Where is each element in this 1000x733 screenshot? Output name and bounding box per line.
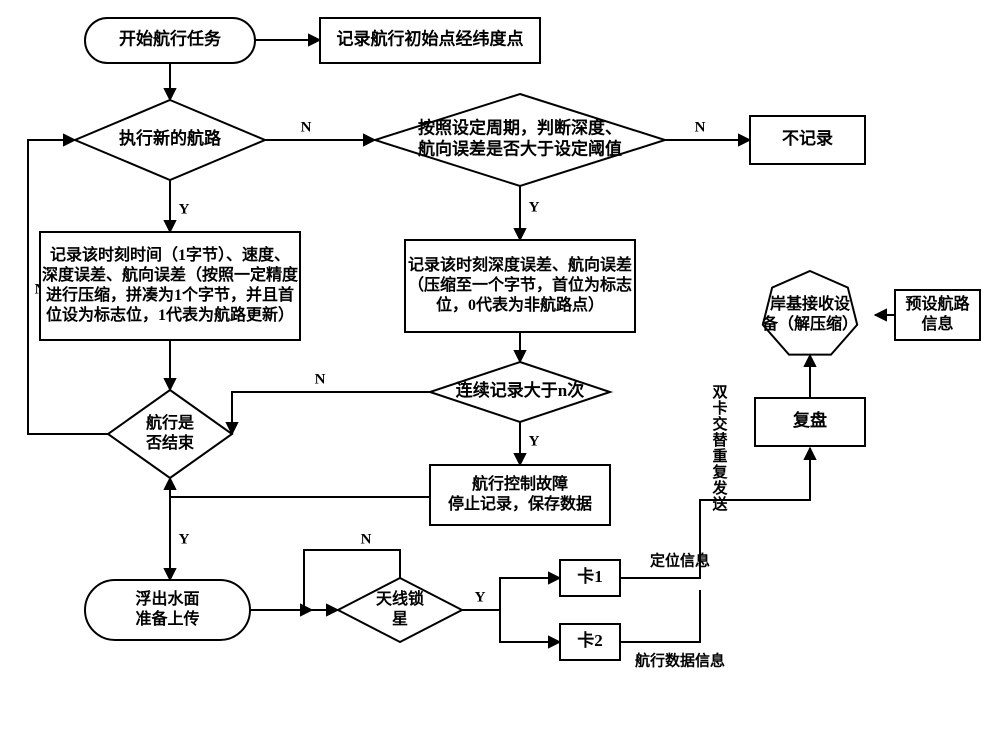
- node-label: 复盘: [792, 410, 827, 430]
- node-preset: 预设航路信息: [895, 290, 980, 340]
- node-label: 执行新的航路: [119, 128, 222, 148]
- edge-label: N: [695, 119, 706, 135]
- edge: [232, 392, 430, 434]
- edge-label: Y: [475, 589, 486, 605]
- node-start: 开始航行任务: [85, 18, 255, 63]
- node-record_init: 记录航行初始点经纬度点: [320, 18, 540, 63]
- node-check_thresh: 按照设定周期，判断深度、航向误差是否大于设定阈值: [375, 94, 665, 186]
- edge-label: Y: [179, 531, 190, 547]
- edge-label: Y: [529, 433, 540, 449]
- edge-label: N: [315, 371, 326, 387]
- node-surface: 浮出水面准备上传: [85, 580, 250, 640]
- edge-label: Y: [179, 201, 190, 217]
- edge-label: Y: [529, 199, 540, 215]
- node-label: 不记录: [782, 129, 833, 148]
- edge: [170, 478, 430, 497]
- edge-annotation: 航行数据信息: [635, 651, 725, 669]
- node-label: 连续记录大于n次: [456, 380, 584, 400]
- edge-label: N: [361, 531, 372, 547]
- node-fault: 航行控制故障停止记录，保存数据: [430, 465, 610, 525]
- node-new_route: 执行新的航路: [75, 100, 265, 180]
- node-shore: 岸基接收设备（解压缩）: [761, 271, 858, 355]
- node-rec_nonwp: 记录该时刻深度误差、航向误差（压缩至一个字节，首位为标志位，0代表为非航路点）: [405, 240, 635, 332]
- edge-annotation: 双卡交替重复发送: [711, 384, 728, 513]
- edge: [500, 610, 560, 642]
- edge-label: N: [301, 119, 312, 135]
- node-count_n: 连续记录大于n次: [430, 362, 610, 422]
- node-no_record: 不记录: [750, 116, 865, 164]
- node-lockstar: 天线锁星: [338, 578, 462, 642]
- node-label: 卡1: [577, 566, 603, 586]
- node-shape: [763, 271, 857, 355]
- edge-annotation: 定位信息: [650, 551, 710, 569]
- node-card2: 卡2: [560, 624, 620, 660]
- node-label: 开始航行任务: [119, 28, 222, 48]
- nodes-layer: 开始航行任务 记录航行初始点经纬度点执行新的航路 按照设定周期，判断深度、航向误差是…: [40, 18, 980, 660]
- node-rec_waypoint: 记录该时刻时间（1字节）、速度、深度误差、航向误差（按照一定精度进行压缩，拼凑为…: [40, 232, 300, 340]
- node-label: 记录该时刻深度误差、航向误差（压缩至一个字节，首位为标志位，0代表为非航路点）: [408, 255, 632, 314]
- node-label: 卡2: [577, 630, 603, 650]
- node-replay: 复盘: [755, 398, 865, 446]
- node-label: 记录航行初始点经纬度点: [337, 28, 524, 48]
- edge: [620, 590, 700, 642]
- node-end_nav: 航行是否结束: [108, 390, 232, 478]
- node-card1: 卡1: [560, 560, 620, 596]
